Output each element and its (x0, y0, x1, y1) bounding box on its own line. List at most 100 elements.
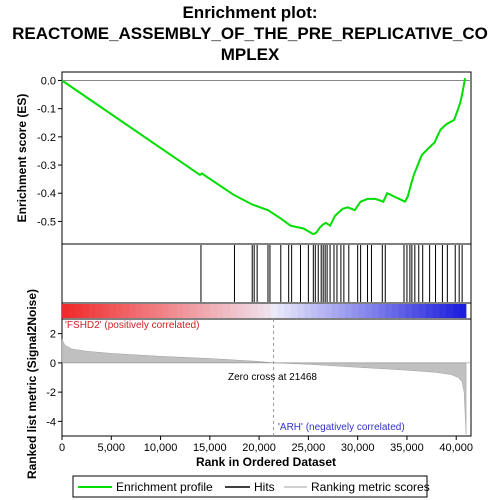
x-axis-label: Rank in Ordered Dataset (196, 455, 336, 469)
heatmap-band (304, 304, 312, 318)
heatmap-band (203, 304, 211, 318)
heatmap-band (210, 304, 218, 318)
heatmap-band (102, 304, 110, 318)
hit-markers (200, 245, 463, 302)
heatmap-band (216, 304, 224, 318)
heatmap-band (129, 304, 137, 318)
heatmap-band (432, 304, 440, 318)
enrichment-profile-line (61, 78, 467, 236)
heatmap-band (109, 304, 117, 318)
heatmap-band (365, 304, 373, 318)
metric-panel-frame (61, 318, 472, 437)
es-y-tick-label: 0.0 (41, 75, 56, 87)
heatmap-band (358, 304, 366, 318)
zero-cross-label: Zero cross at 21468 (228, 372, 317, 383)
heatmap-band (270, 304, 278, 318)
heatmap-band (398, 304, 406, 318)
es-y-tick-label: -0.2 (37, 132, 56, 144)
heatmap-band (163, 304, 171, 318)
heatmap-band (62, 304, 70, 318)
heatmap-band (149, 304, 157, 318)
metric-y-tick-label: -4 (46, 416, 56, 428)
heatmap-band (183, 304, 191, 318)
ranking-metric-area (61, 339, 467, 435)
heatmap-band (223, 304, 231, 318)
heatmap-band (385, 304, 393, 318)
heatmap-band (169, 304, 177, 318)
chart-title-line-1: Enrichment plot: (182, 3, 317, 22)
heatmap-band (445, 304, 453, 318)
heatmap-band (115, 304, 123, 318)
x-tick-label: 0 (59, 442, 65, 454)
heatmap-band (230, 304, 238, 318)
heatmap-band (257, 304, 265, 318)
chart-title-line-3: MPLEX (221, 45, 280, 64)
negative-correlation-label: 'ARH' (negatively correlated) (278, 422, 405, 433)
heatmap-band (88, 304, 96, 318)
heatmap-band (156, 304, 164, 318)
heatmap-band (452, 304, 460, 318)
heatmap-band (297, 304, 305, 318)
heatmap-band (75, 304, 83, 318)
heatmap-band (95, 304, 103, 318)
heatmap-band (142, 304, 150, 318)
metric-y-axis-label: Ranked list metric (Signal2Noise) (25, 289, 39, 479)
ranking-metric-series (61, 319, 471, 436)
heatmap-band (351, 304, 359, 318)
heatmap-band (136, 304, 144, 318)
legend-label-enrichment-profile: Enrichment profile (116, 480, 213, 494)
legend: Enrichment profile Hits Ranking metric s… (72, 475, 430, 498)
heatmap-band (371, 304, 379, 318)
metric-y-tick-label: 0 (50, 358, 56, 370)
heatmap-band (68, 304, 76, 318)
es-panel-frame (61, 71, 472, 245)
heatmap-band (277, 304, 285, 318)
heatmap-band (324, 304, 332, 318)
heatmap-band (237, 304, 245, 318)
heatmap-band (82, 304, 90, 318)
heatmap-band (412, 304, 420, 318)
heatmap-band (264, 304, 272, 318)
heatmap-band (418, 304, 426, 318)
es-y-tick-label: -0.4 (37, 188, 56, 200)
heatmap-band (290, 304, 299, 318)
metric-y-tick-label: -2 (46, 387, 56, 399)
heatmap-band (317, 304, 325, 318)
ranked-list-heatmap (62, 304, 467, 318)
heatmap-band (338, 304, 346, 318)
metric-y-tick-label: 2 (50, 329, 56, 341)
heatmap-band (176, 304, 184, 318)
heatmap-band (250, 304, 258, 318)
heatmap-band (284, 304, 292, 318)
chart-title-line-2: REACTOME_ASSEMBLY_OF_THE_PRE_REPLICATIVE… (12, 24, 488, 43)
x-tick-label: 15,000 (193, 442, 227, 454)
heatmap-band (331, 304, 339, 318)
heatmap-band (459, 304, 467, 318)
es-y-tick-label: -0.3 (37, 160, 56, 172)
es-y-tick-label: -0.5 (37, 216, 56, 228)
heatmap-band (311, 304, 319, 318)
es-y-axis: 0.0 -0.1 -0.2 -0.3 -0.4 -0.5 (37, 75, 62, 228)
x-tick-label: 30,000 (341, 442, 375, 454)
x-tick-label: 20,000 (242, 442, 276, 454)
heatmap-band (439, 304, 447, 318)
enrichment-profile-series (61, 78, 471, 236)
x-axis: 0 5,000 10,000 15,000 20,000 25,000 30,000 35,0… (59, 436, 473, 454)
legend-label-hits: Hits (254, 480, 275, 494)
heatmap-band (344, 304, 352, 318)
x-tick-label: 25,000 (292, 442, 326, 454)
heatmap-band (378, 304, 386, 318)
metric-y-axis: 2 0 -2 -4 (46, 329, 62, 428)
heatmap-band (405, 304, 413, 318)
x-tick-label: 40,000 (439, 442, 473, 454)
x-tick-label: 10,000 (144, 442, 178, 454)
x-tick-label: 5,000 (98, 442, 126, 454)
es-y-tick-label: -0.1 (37, 104, 56, 116)
heatmap-band (425, 304, 433, 318)
x-tick-label: 35,000 (390, 442, 424, 454)
es-y-axis-label: Enrichment score (ES) (15, 94, 29, 223)
heatmap-band (243, 304, 251, 318)
heatmap-band (391, 304, 400, 318)
